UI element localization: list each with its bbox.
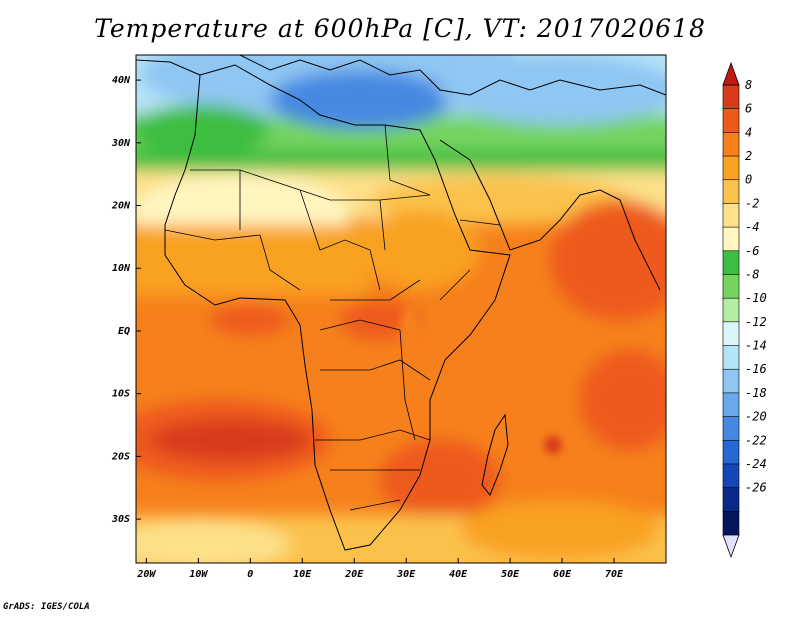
lon-tick-label: 20W — [136, 569, 156, 580]
colorbar-segment — [722, 511, 740, 536]
colorbar-label: 8 — [745, 78, 752, 92]
colorbar-label: 6 — [745, 102, 752, 116]
colorbar: 8 6 4 2 0 -2 -4 -6 -8 -10 -12 -14 -16 -18 -20 -22 -24 -26 — [722, 61, 767, 559]
colorbar-segment — [722, 321, 740, 347]
colorbar-label: 4 — [745, 125, 752, 139]
colorbar-segment — [722, 132, 740, 157]
colorbar-label: -18 — [745, 386, 767, 400]
colorbar-segment — [722, 250, 740, 276]
colorbar-label: -4 — [745, 220, 759, 234]
lon-tick-label: 50E — [501, 569, 520, 580]
lon-tick-label: 30E — [396, 569, 416, 580]
colorbar-segment — [722, 155, 740, 181]
colorbar-label: -22 — [745, 433, 767, 447]
lon-tick-label: 0 — [247, 569, 253, 580]
latitude-axis: 40N 30N 20N 10N EQ 10S 20S 30S — [111, 75, 141, 525]
colorbar-segment — [722, 297, 740, 323]
map-frame — [135, 54, 667, 564]
lat-tick-label: 30N — [111, 138, 131, 149]
colorbar-label: -12 — [745, 315, 767, 329]
colorbar-segment — [722, 416, 740, 442]
temperature-field — [136, 55, 666, 563]
lat-tick-label: 40N — [112, 75, 131, 86]
lat-tick-label: EQ — [118, 326, 130, 337]
colorbar-segment — [722, 463, 740, 489]
colorbar-label: 0 — [745, 173, 752, 187]
lon-tick-label: 70E — [605, 569, 624, 580]
colorbar-segment — [722, 345, 740, 371]
grads-credit: GrADS: IGES/COLA — [3, 602, 90, 612]
colorbar-label: -24 — [745, 457, 767, 471]
lat-tick-label: 30S — [111, 514, 130, 525]
lat-tick-label: 10N — [112, 263, 131, 274]
colorbar-label: -14 — [745, 339, 767, 353]
colorbar-label: -2 — [745, 196, 759, 210]
lon-tick-label: 40E — [449, 569, 468, 580]
colorbar-segment — [722, 84, 740, 110]
colorbar-segment — [722, 179, 740, 205]
colorbar-bottom-arrow — [722, 534, 740, 559]
lon-tick-label: 60E — [553, 569, 572, 580]
colorbar-segment — [722, 274, 740, 299]
lon-tick-label: 10E — [293, 569, 312, 580]
arabia-coastline — [439, 139, 661, 291]
madagascar-coastline — [481, 413, 509, 496]
colorbar-label: -16 — [745, 362, 767, 376]
lat-tick-label: 10S — [112, 389, 130, 400]
lat-tick-label: 20N — [111, 201, 131, 212]
colorbar-segment — [722, 392, 740, 418]
country-borders — [164, 124, 501, 511]
lon-tick-label: 10W — [189, 569, 208, 580]
africa-coastline — [164, 64, 511, 551]
colorbar-segment — [722, 203, 740, 228]
colorbar-segment — [722, 368, 740, 394]
colorbar-label: 2 — [745, 149, 752, 163]
colorbar-label: -20 — [745, 410, 767, 424]
colorbar-label: -26 — [745, 481, 767, 495]
coastlines — [136, 55, 666, 551]
colorbar-label: -10 — [745, 291, 767, 305]
colorbar-segment — [722, 487, 740, 513]
colorbar-label: -6 — [745, 244, 759, 258]
lat-tick-label: 20S — [111, 451, 130, 462]
longitude-axis: 20W 10W 0 10E 20E 30E 40E 50E 60E 70E — [136, 558, 624, 580]
europe-coastline — [136, 55, 666, 96]
colorbar-top-arrow — [722, 61, 740, 86]
lon-tick-label: 20E — [344, 569, 364, 580]
map-title: Temperature at 600hPa [C], VT: 201702061… — [94, 14, 706, 43]
colorbar-segment — [722, 226, 740, 252]
colorbar-segment — [722, 108, 740, 134]
colorbar-segment — [722, 439, 740, 465]
colorbar-label: -8 — [745, 267, 759, 281]
